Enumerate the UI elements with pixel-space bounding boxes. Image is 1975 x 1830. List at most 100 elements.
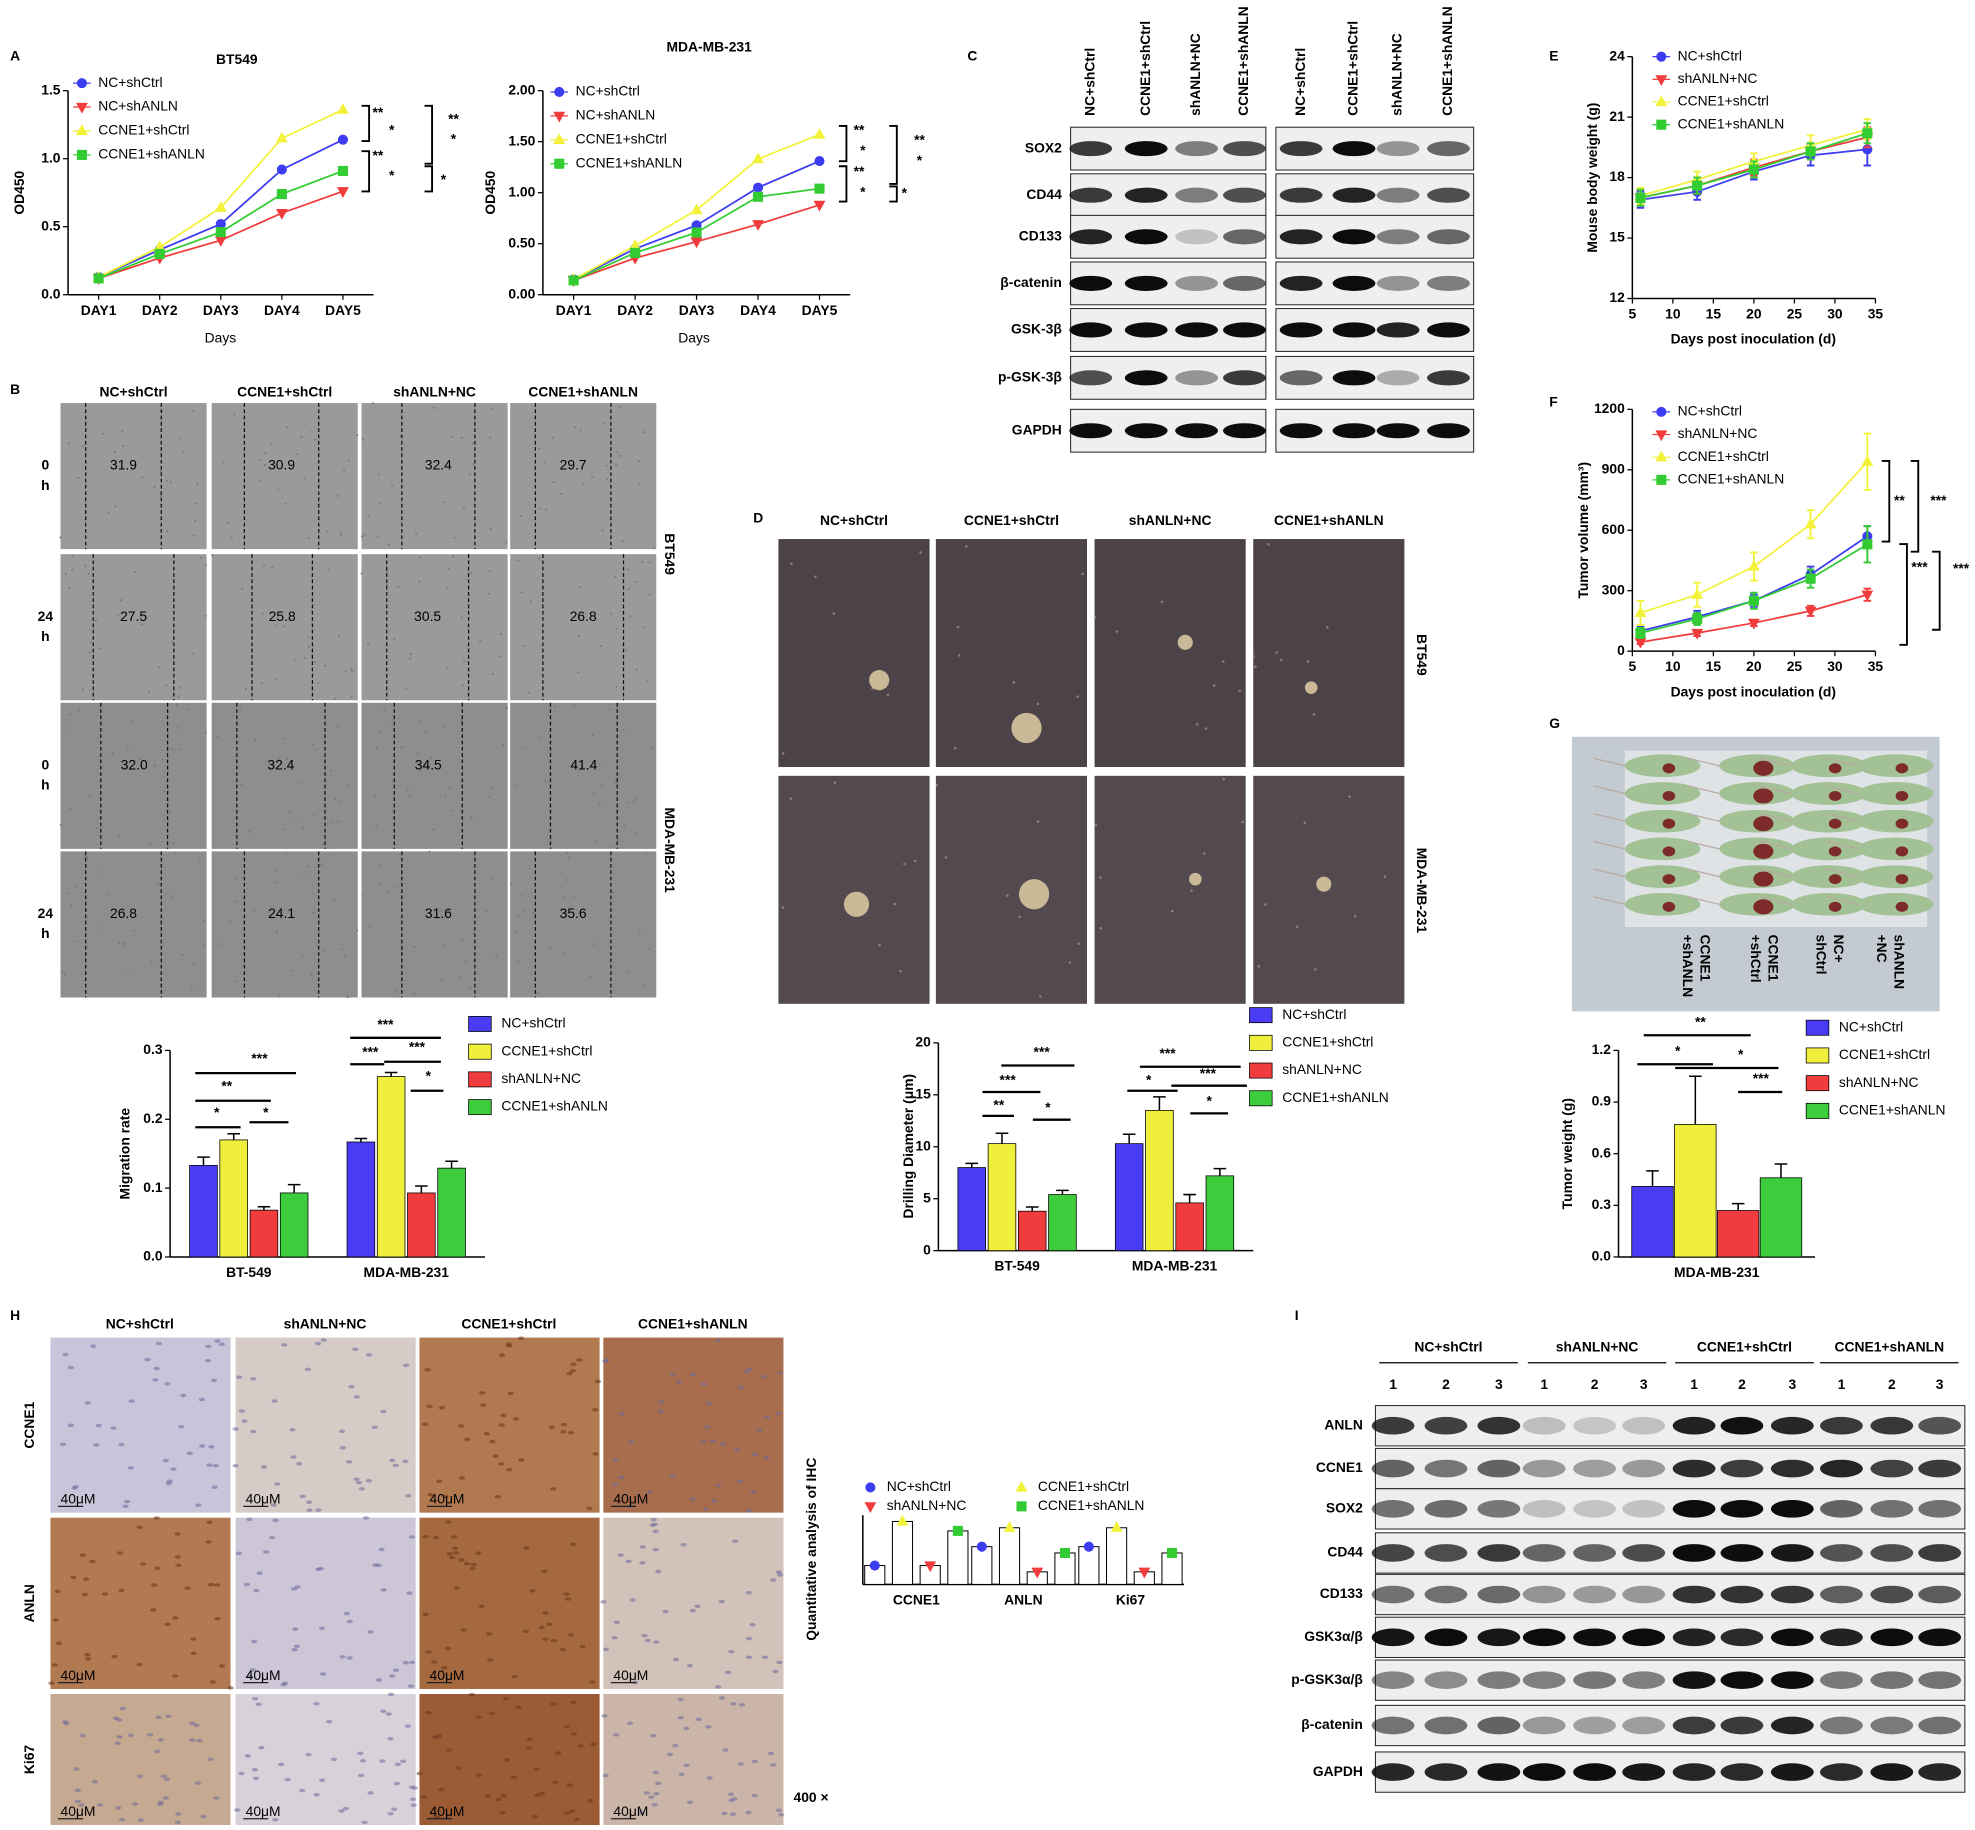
nucleus bbox=[235, 1551, 242, 1556]
texture bbox=[538, 507, 541, 510]
error-bar bbox=[1689, 1075, 1702, 1125]
blot-band bbox=[1124, 229, 1168, 245]
nucleus bbox=[689, 1497, 696, 1501]
nucleus bbox=[136, 1662, 143, 1667]
replicate-label: 3 bbox=[1495, 1376, 1503, 1392]
blot-band bbox=[1371, 1716, 1415, 1735]
nucleus bbox=[655, 1569, 662, 1574]
nucleus bbox=[190, 1637, 197, 1641]
bracket bbox=[424, 165, 434, 193]
tumor bbox=[1753, 788, 1774, 804]
point bbox=[1031, 1567, 1044, 1579]
texture bbox=[323, 949, 326, 952]
error-bar bbox=[1774, 1163, 1788, 1178]
texture bbox=[111, 752, 114, 755]
texture bbox=[303, 657, 306, 660]
blot-band bbox=[1223, 275, 1266, 291]
nucleus bbox=[207, 1757, 214, 1762]
nucleus bbox=[306, 1508, 313, 1512]
tumor bbox=[1828, 763, 1842, 774]
nucleus bbox=[589, 1680, 596, 1684]
texture bbox=[461, 939, 464, 942]
legend-swatch bbox=[1805, 1019, 1830, 1036]
texture bbox=[446, 666, 449, 669]
point bbox=[752, 220, 764, 231]
y-tick-label: 0.6 bbox=[1592, 1144, 1612, 1160]
nucleus bbox=[122, 1504, 129, 1508]
sphere-image bbox=[1253, 539, 1405, 768]
texture bbox=[347, 459, 350, 463]
texture bbox=[121, 430, 124, 433]
nucleus bbox=[380, 1409, 387, 1414]
x-tick-label: 5 bbox=[1629, 658, 1637, 674]
blot-band bbox=[1175, 423, 1218, 439]
blot-band bbox=[1573, 1763, 1616, 1781]
blot-band bbox=[1223, 423, 1266, 439]
y-axis-label: Drilling Diameter (μm) bbox=[900, 1074, 916, 1219]
lane-label: shANLN+NC bbox=[1389, 33, 1405, 116]
nucleus bbox=[246, 1517, 253, 1522]
texture bbox=[367, 642, 370, 645]
protein-label: CD133 bbox=[1019, 227, 1062, 243]
texture bbox=[77, 476, 80, 480]
nucleus bbox=[251, 1767, 259, 1772]
texture bbox=[222, 461, 225, 464]
texture bbox=[471, 442, 474, 445]
texture bbox=[418, 556, 421, 559]
nucleus bbox=[281, 1343, 288, 1347]
nucleus bbox=[475, 1551, 482, 1555]
texture bbox=[505, 707, 508, 710]
wound-width: 30.9 bbox=[268, 457, 295, 473]
legend-label: CCNE1+shCtrl bbox=[98, 122, 189, 138]
texture bbox=[953, 746, 957, 750]
nucleus bbox=[563, 1724, 571, 1729]
texture bbox=[284, 502, 287, 505]
nucleus bbox=[315, 1508, 322, 1512]
nucleus bbox=[568, 1809, 575, 1813]
texture bbox=[599, 645, 602, 648]
row-label: h bbox=[41, 477, 49, 493]
point bbox=[215, 227, 226, 238]
error-bar bbox=[257, 1205, 271, 1211]
texture bbox=[612, 845, 615, 848]
texture bbox=[196, 483, 199, 486]
significance: * bbox=[1146, 1071, 1152, 1087]
blot-band bbox=[1424, 1716, 1468, 1735]
blot-band bbox=[1332, 229, 1376, 245]
panel-letter: C bbox=[967, 47, 977, 63]
nucleus bbox=[211, 1485, 218, 1489]
significance: ** bbox=[993, 1096, 1004, 1112]
nucleus bbox=[175, 1563, 182, 1567]
nucleus bbox=[79, 1553, 86, 1557]
nucleus bbox=[380, 1709, 387, 1713]
blot-band bbox=[1870, 1716, 1914, 1735]
nucleus bbox=[689, 1372, 696, 1377]
blot-band bbox=[1870, 1585, 1914, 1604]
texture bbox=[176, 726, 179, 729]
texture bbox=[61, 970, 64, 973]
blot-band bbox=[1424, 1585, 1468, 1604]
error-bar bbox=[227, 1132, 240, 1140]
texture bbox=[485, 910, 488, 913]
blot-band bbox=[1770, 1585, 1814, 1604]
texture bbox=[302, 826, 305, 829]
nucleus bbox=[627, 1721, 634, 1726]
nucleus bbox=[680, 1542, 687, 1547]
blot-strip bbox=[1374, 1405, 1966, 1447]
blot-band bbox=[1477, 1459, 1521, 1478]
nucleus bbox=[689, 1608, 697, 1613]
texture bbox=[166, 479, 169, 482]
sphere-image bbox=[778, 775, 930, 1004]
texture bbox=[378, 731, 381, 734]
significance: ** bbox=[373, 104, 384, 120]
nucleus bbox=[81, 1592, 89, 1597]
nucleus bbox=[355, 1480, 363, 1485]
blot-band bbox=[1522, 1459, 1566, 1478]
sphere-image bbox=[935, 775, 1087, 1004]
texture bbox=[263, 463, 266, 466]
texture bbox=[406, 789, 409, 792]
texture bbox=[204, 614, 207, 617]
texture bbox=[521, 746, 524, 749]
nucleus bbox=[393, 1781, 401, 1786]
texture bbox=[1275, 651, 1278, 654]
